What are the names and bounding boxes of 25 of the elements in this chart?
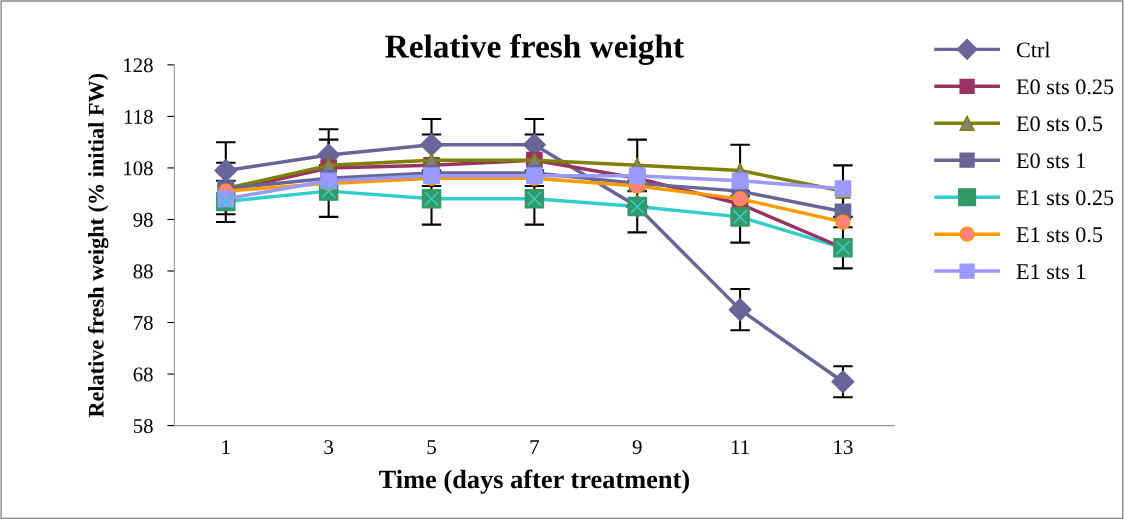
legend-label: Ctrl xyxy=(1016,41,1051,58)
y-tick-label: 108 xyxy=(124,161,153,176)
x-tick-label: 5 xyxy=(427,440,436,455)
y-tick-label: 68 xyxy=(133,367,153,382)
chart-title: Relative fresh weight xyxy=(385,34,684,65)
y-tick-label: 98 xyxy=(133,212,153,227)
x-tick-label: 1 xyxy=(222,440,230,454)
y-tick-label: 128 xyxy=(124,58,153,73)
legend-label: E0 sts 1 xyxy=(1016,153,1086,169)
legend-label: E0 sts 0.5 xyxy=(1016,116,1103,132)
x-tick-label: 7 xyxy=(530,440,539,454)
x-tick-label: 9 xyxy=(632,440,642,455)
legend-label: E1 sts 0.25 xyxy=(1016,190,1114,206)
legend-label: E1 sts 0.5 xyxy=(1016,227,1103,243)
y-axis-title: Relative fresh weight (% initial FW) xyxy=(87,73,109,418)
x-axis-title: Time (days after treatment) xyxy=(379,469,689,494)
x-tick-label: 13 xyxy=(834,440,853,455)
y-tick-label: 118 xyxy=(124,109,153,124)
legend-label: E0 sts 0.25 xyxy=(1016,79,1114,95)
y-tick-label: 88 xyxy=(133,264,153,279)
y-tick-label: 78 xyxy=(134,315,153,330)
legend-label: E1 sts 1 xyxy=(1016,264,1086,280)
x-tick-label: 3 xyxy=(324,440,334,455)
x-tick-label: 11 xyxy=(731,440,749,454)
y-tick-label: 58 xyxy=(133,418,153,434)
